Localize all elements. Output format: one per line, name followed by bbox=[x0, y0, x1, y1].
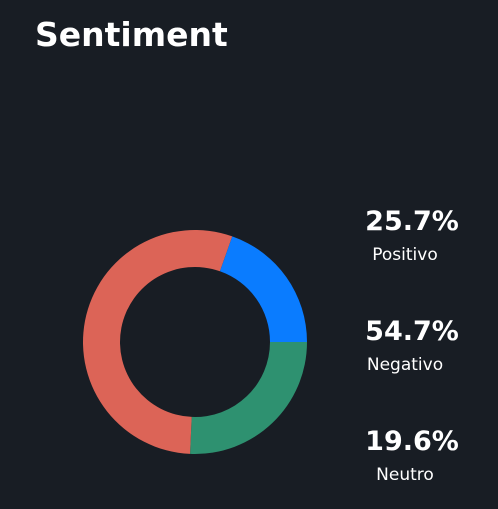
legend-label: Positivo bbox=[372, 245, 437, 265]
value-label: 25.7% bbox=[365, 206, 459, 237]
legend-label: Negativo bbox=[367, 355, 443, 375]
donut-segment bbox=[219, 236, 307, 342]
chart-title: Sentiment bbox=[35, 15, 228, 54]
value-label: 54.7% bbox=[365, 316, 459, 347]
donut-segment bbox=[83, 230, 233, 454]
value-label: 19.6% bbox=[365, 426, 459, 457]
donut-segment bbox=[190, 342, 308, 455]
legend-label: Neutro bbox=[376, 465, 434, 485]
